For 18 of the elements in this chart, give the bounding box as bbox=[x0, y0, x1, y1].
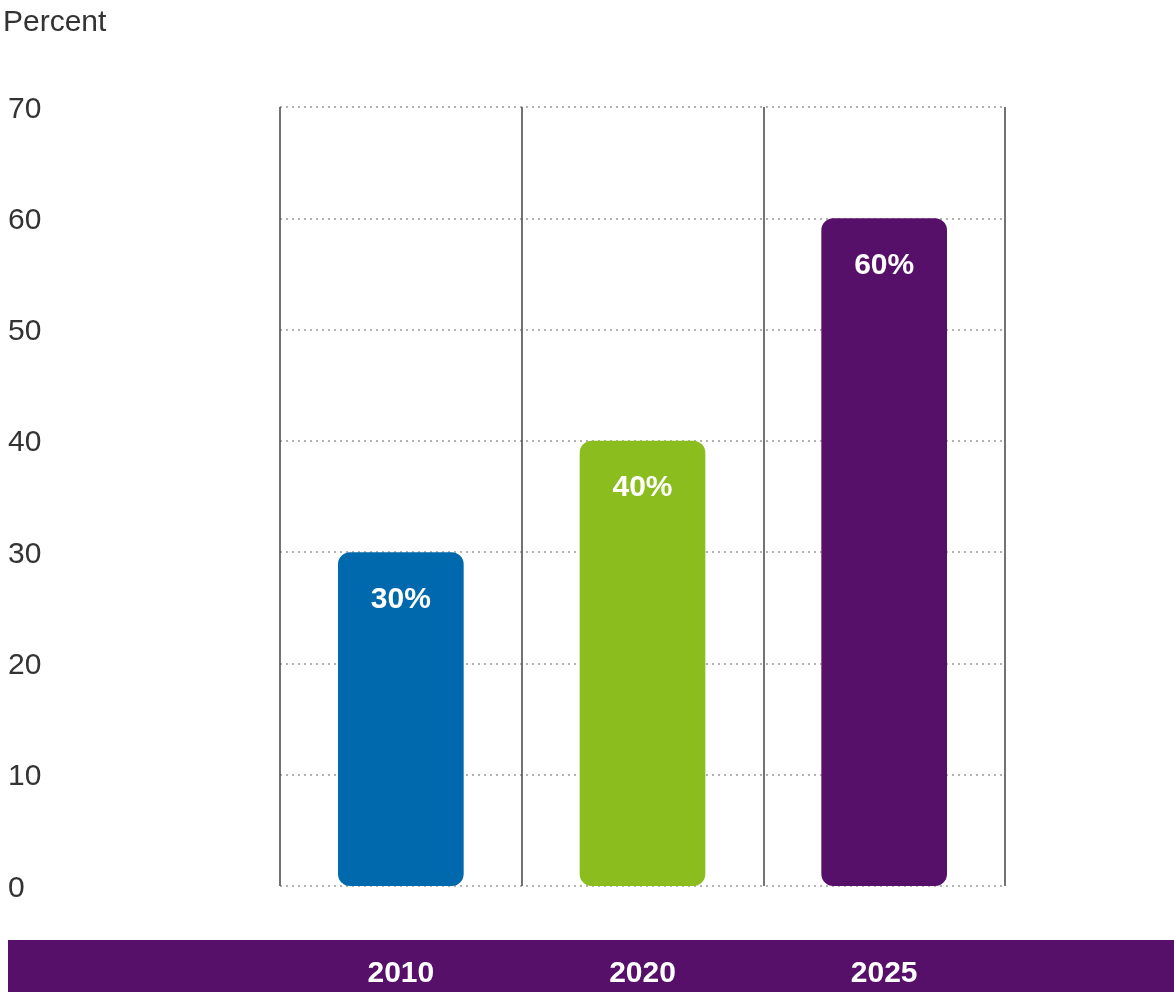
data-label: 60% bbox=[854, 246, 915, 280]
bar bbox=[821, 218, 947, 886]
y-tick-label: 30 bbox=[8, 535, 42, 569]
x-tick-label: 2020 bbox=[609, 954, 676, 988]
y-axis-title: Percent bbox=[3, 3, 108, 37]
y-tick-label: 0 bbox=[8, 869, 25, 903]
y-tick-label: 40 bbox=[8, 424, 42, 458]
x-tick-label: 2010 bbox=[367, 954, 435, 988]
data-label: 30% bbox=[370, 580, 431, 614]
y-tick-label: 70 bbox=[8, 90, 42, 124]
bar bbox=[338, 552, 464, 886]
y-tick-label: 10 bbox=[8, 758, 42, 792]
y-tick-label: 20 bbox=[8, 646, 42, 680]
bar bbox=[579, 440, 706, 886]
y-tick-label: 60 bbox=[8, 201, 42, 235]
data-label: 40% bbox=[612, 469, 673, 503]
x-tick-label: 2025 bbox=[850, 954, 918, 988]
y-tick-label: 50 bbox=[8, 313, 42, 347]
